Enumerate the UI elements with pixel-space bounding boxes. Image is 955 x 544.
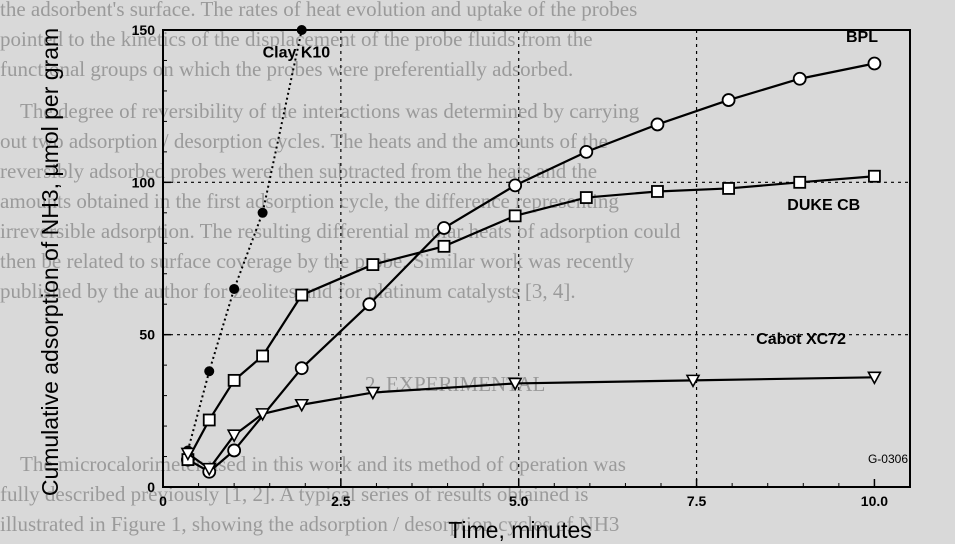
data-point <box>650 117 665 132</box>
data-point <box>685 374 701 389</box>
data-point <box>792 71 807 86</box>
data-point <box>366 258 380 271</box>
data-point <box>579 191 593 204</box>
grid-lines <box>163 30 910 487</box>
figure-code-annotation: G-0306 <box>868 452 908 466</box>
y-tick-label: 150 <box>132 22 156 38</box>
data-point <box>227 443 242 458</box>
series-label: BPL <box>846 29 878 46</box>
background-text-line: The degree of reversibility of the inter… <box>20 99 640 123</box>
series-line <box>187 376 875 471</box>
data-point <box>255 408 270 422</box>
data-point <box>256 349 270 363</box>
data-point <box>868 169 881 183</box>
data-point <box>227 373 241 387</box>
data-point <box>722 182 735 195</box>
data-point <box>437 239 451 253</box>
data-point <box>365 386 381 401</box>
x-tick-label: 2.5 <box>331 493 351 509</box>
data-point <box>508 209 522 223</box>
data-point <box>201 462 217 477</box>
background-text-line: amounts obtained in the first adsorption… <box>0 189 619 213</box>
plot-frame <box>162 29 911 488</box>
background-text-line: The microcalorimeter used in this work a… <box>20 452 626 476</box>
data-point <box>204 366 215 377</box>
data-point <box>867 371 882 385</box>
data-point <box>651 185 664 198</box>
series-layer <box>180 25 882 479</box>
background-text-line: functional groups on which the probes we… <box>0 57 574 81</box>
background-text-line: irreversible adsorption. The resulting d… <box>0 219 681 243</box>
data-point <box>507 377 523 392</box>
data-point <box>294 398 310 413</box>
y-tick-label: 0 <box>147 479 155 495</box>
y-tick-label: 100 <box>132 174 156 190</box>
background-text-line: illustrated in Figure 1, showing the ads… <box>0 512 620 536</box>
series-cabot-xc72 <box>180 371 882 477</box>
data-point <box>721 93 736 107</box>
series-labels: Clay K10 BPL DUKE CB Cabot XC72 <box>263 29 879 348</box>
data-point <box>867 56 882 71</box>
x-tick-label: 7.5 <box>687 493 707 509</box>
series-line <box>186 29 303 451</box>
x-tick-label: 5.0 <box>509 493 529 509</box>
background-text-line: then be related to surface coverage by t… <box>0 249 634 273</box>
data-point <box>229 283 240 294</box>
data-point <box>437 221 451 235</box>
data-point <box>202 413 216 427</box>
data-point <box>362 297 377 312</box>
y-axis-title: Cumulative adsorption of NH3, µmol per g… <box>37 28 63 496</box>
series-label: Cabot XC72 <box>756 331 846 348</box>
data-point <box>508 178 523 193</box>
series-line <box>187 62 875 474</box>
background-text-line: out two adsorption / desorption cycles. … <box>0 129 608 153</box>
series-label: Clay K10 <box>263 44 331 61</box>
series-bpl <box>180 56 882 479</box>
x-tick-label: 10.0 <box>861 493 888 509</box>
x-axis-title: Time, minutes <box>448 517 592 543</box>
series-label: DUKE CB <box>787 197 860 214</box>
data-point <box>226 429 242 443</box>
data-point <box>180 447 196 462</box>
axis-ticks: 0 2.5 5.0 7.5 10.0 0 50 100 150 <box>132 22 889 509</box>
x-tick-label: 0 <box>159 493 167 509</box>
data-point <box>257 207 268 218</box>
series-clay-k10 <box>182 25 307 456</box>
background-text-line: the adsorbent's surface. The rates of he… <box>0 0 638 21</box>
data-point <box>296 25 307 35</box>
data-point <box>294 361 309 376</box>
background-text-line: published by the author for zeolites and… <box>0 279 576 303</box>
data-point <box>295 288 309 302</box>
data-point <box>793 175 807 189</box>
background-text-line: reversibly adsorbed probes were then sub… <box>0 159 598 183</box>
y-tick-label: 50 <box>139 327 155 343</box>
series-line <box>186 175 875 461</box>
data-point <box>579 144 594 159</box>
series-duke-cb <box>181 169 881 466</box>
